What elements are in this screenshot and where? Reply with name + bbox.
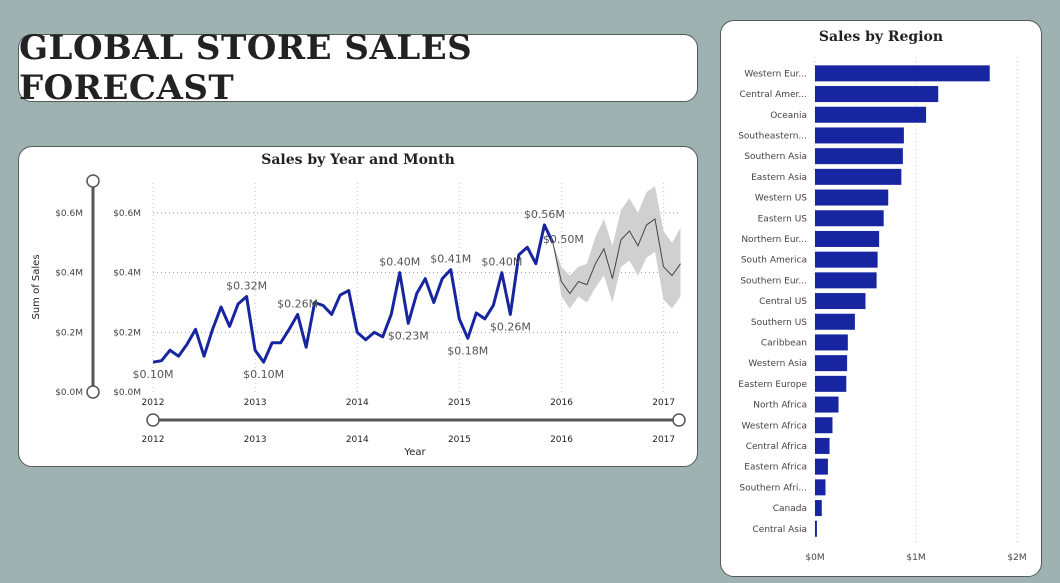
x-slider-label: 2017 [652,435,675,445]
region-bar[interactable] [815,479,826,496]
region-bar[interactable] [815,417,833,434]
data-label: $0.26M [490,320,531,333]
data-label: $0.40M [379,256,420,269]
x-axis-title: Year [403,447,426,458]
y-range-slider-handle-bottom[interactable] [86,385,100,399]
data-label: $0.40M [481,256,522,269]
y-tick-label: $0.6M [113,209,141,219]
x-tick-label: 2017 [652,398,675,408]
x-slider-label: 2013 [244,435,267,445]
bar-chart-title: Sales by Region [818,29,944,45]
data-label: $0.32M [226,280,267,293]
x-range-slider-handle-left[interactable] [146,413,160,427]
bar-chart-card[interactable]: Sales by Region $0M $1M $2M Western Eur... C… [720,20,1042,577]
bar-category-label: Western Eur... [744,69,807,79]
bar-category-label: South America [741,256,807,266]
y-tick-label: $0.2M [113,328,141,338]
bar-category-label: Central Africa [746,442,807,452]
data-label: $0.41M [430,253,471,266]
line-chart-title: Sales by Year and Month [261,152,455,168]
bar-x-tick-label: $0M [805,553,824,563]
x-tick-label: 2015 [448,398,471,408]
forecast-line [552,218,681,295]
bar-category-label: Southern Eur... [740,276,807,286]
region-bar[interactable] [815,313,855,330]
y-slider-label: $0.6M [55,209,83,219]
forecast-confidence-band [552,186,681,309]
region-bar[interactable] [815,168,902,185]
region-bar[interactable] [815,230,880,247]
sales-series-line[interactable] [152,223,555,364]
bar-category-label: Eastern Asia [751,173,807,183]
x-range-slider-handle-right[interactable] [672,413,686,427]
region-bar[interactable] [815,520,817,537]
bar-chart-svg[interactable]: $0M $1M $2M Western Eur... Central Amer... Oc… [721,21,1043,578]
bar-category-label: Northern Eur... [741,235,807,245]
data-label: $0.10M [243,368,284,381]
x-slider-label: 2016 [550,435,573,445]
y-range-slider-handle-top[interactable] [86,174,100,188]
y-axis-title: Sum of Sales [31,254,42,319]
bar-category-label: Central US [759,297,807,307]
region-bar[interactable] [815,127,904,144]
region-bar[interactable] [815,396,839,413]
bar-category-label: Southern US [751,318,807,328]
data-label: $0.18M [447,344,488,357]
region-bar[interactable] [815,375,847,392]
region-bar[interactable] [815,148,903,165]
line-chart-card[interactable]: Sales by Year and Month $0.6M $0.4M $0.2M $… [18,146,698,467]
bar-category-label: Eastern Africa [744,463,807,473]
x-tick-label: 2016 [550,398,573,408]
region-bar[interactable] [815,437,830,454]
bar-category-label: Western Africa [742,421,807,431]
x-tick-label: 2014 [346,398,369,408]
region-bar[interactable] [815,293,866,310]
x-slider-label: 2015 [448,435,471,445]
region-bar[interactable] [815,65,990,82]
region-bar[interactable] [815,189,889,206]
region-bar[interactable] [815,210,884,227]
region-bar[interactable] [815,251,878,268]
bar-category-label: Western US [755,194,807,204]
bar-category-label: Canada [773,504,807,514]
region-bar[interactable] [815,86,939,103]
dashboard-title: GLOBAL STORE SALES FORECAST [19,28,473,108]
bar-x-tick-label: $2M [1007,553,1026,563]
data-label: $0.56M [524,208,565,221]
bar-category-label: Eastern US [758,214,808,224]
data-label: $0.10M [133,368,174,381]
bar-category-label: Central Amer... [739,90,807,100]
x-slider-label: 2014 [346,435,369,445]
bar-category-label: North Africa [753,401,807,411]
y-tick-label: $0.0M [113,388,141,398]
y-slider-label: $0.0M [55,388,83,398]
bar-category-label: Eastern Europe [738,380,807,390]
region-bar[interactable] [815,106,927,123]
x-slider-label: 2012 [142,435,165,445]
bar-category-label: Southern Afri... [739,483,807,493]
bar-category-label: Central Asia [753,525,808,535]
x-tick-label: 2012 [142,398,165,408]
y-tick-label: $0.4M [113,269,141,279]
x-tick-label: 2013 [244,398,267,408]
region-bar[interactable] [815,334,848,351]
dashboard-title-card: GLOBAL STORE SALES FORECAST [18,28,698,108]
y-slider-label: $0.4M [55,269,83,279]
bar-category-label: Caribbean [761,338,807,348]
bar-category-label: Southeastern... [738,131,807,141]
y-slider-label: $0.2M [55,328,83,338]
region-bar[interactable] [815,500,822,517]
bar-x-tick-label: $1M [906,553,925,563]
bar-category-label: Western Asia [748,359,807,369]
data-label: $0.23M [388,329,429,342]
region-bar[interactable] [815,458,828,475]
data-label: $0.50M [543,233,584,246]
data-label: $0.26M [277,297,318,310]
bar-category-label: Oceania [770,111,807,121]
region-bar[interactable] [815,272,877,289]
bar-category-label: Southern Asia [744,152,807,162]
region-bar[interactable] [815,355,848,372]
